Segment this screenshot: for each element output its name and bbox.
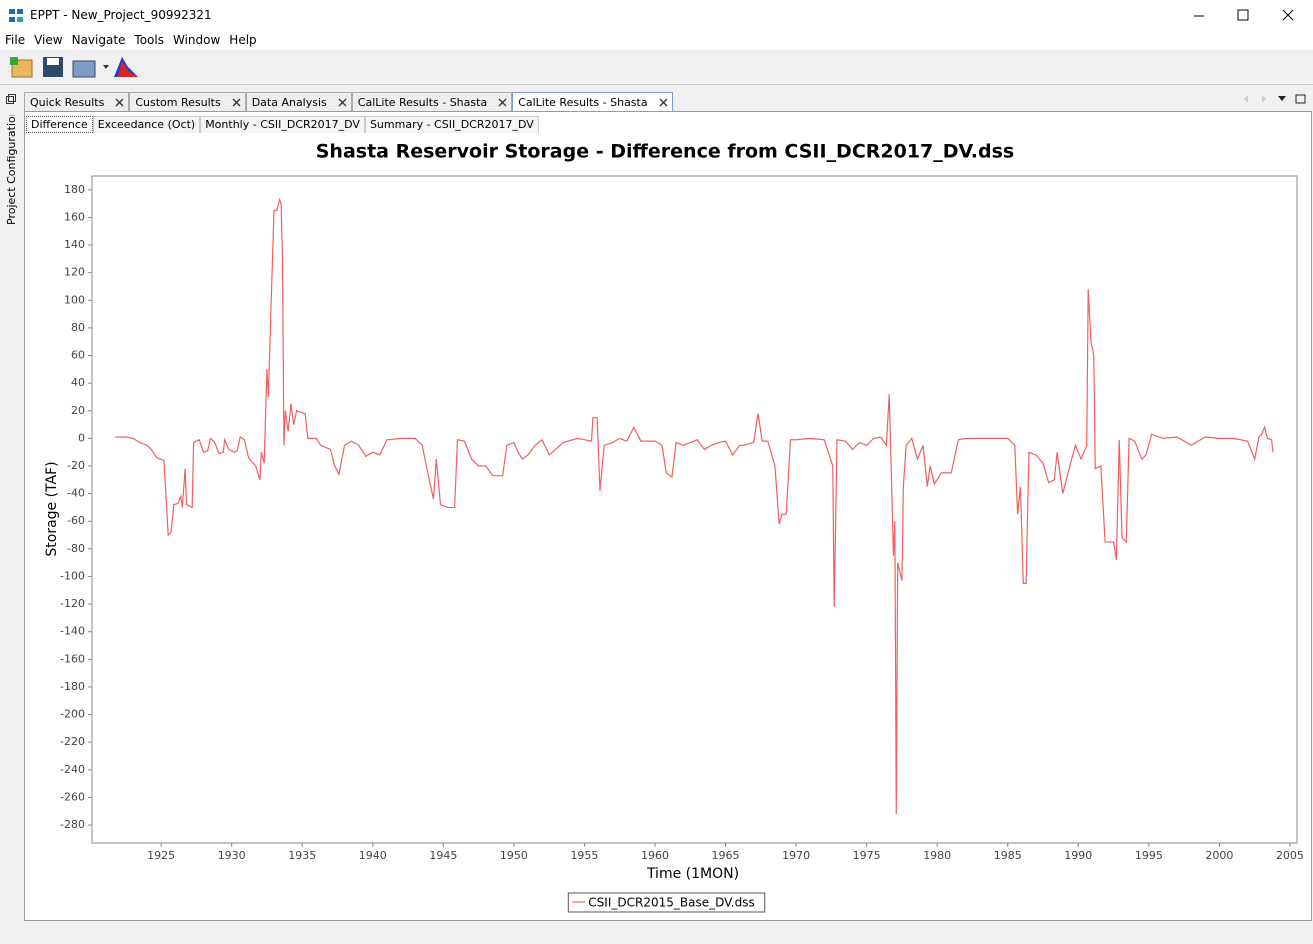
x-tick-label: 1940	[359, 849, 387, 862]
menu-item[interactable]: Navigate	[71, 33, 126, 47]
x-tick-label: 1925	[147, 849, 175, 862]
subtab[interactable]: Exceedance (Oct)	[92, 116, 201, 133]
menu-item[interactable]: Window	[172, 33, 221, 47]
y-tick-label: -20	[67, 459, 85, 472]
content-panel	[24, 111, 1312, 921]
x-tick-label: 1945	[429, 849, 457, 862]
tab-close[interactable]	[115, 98, 124, 107]
x-tick-label: 2000	[1205, 849, 1233, 862]
app-icon	[9, 9, 23, 22]
data-line	[115, 197, 1274, 815]
side-strip: Project Configuration*	[0, 90, 22, 940]
x-axis-label: Time (1MON)	[646, 866, 739, 882]
y-tick-label: -240	[60, 763, 85, 776]
subtab[interactable]: Difference	[26, 116, 93, 133]
y-tick-label: 120	[64, 266, 85, 279]
y-tick-label: -220	[60, 735, 85, 748]
y-tick-label: -200	[60, 708, 85, 721]
y-tick-label: -260	[60, 790, 85, 803]
x-tick-label: 1935	[288, 849, 316, 862]
tab-label: CalLite Results - Shasta	[518, 96, 648, 109]
y-tick-label: -160	[60, 652, 85, 665]
x-tick-label: 1960	[641, 849, 669, 862]
toolbar	[0, 51, 1313, 85]
side-tab-label: Project Configuration*	[5, 115, 18, 225]
tab-close[interactable]	[338, 98, 347, 107]
menu-item[interactable]: Help	[229, 33, 257, 47]
y-tick-label: 100	[64, 293, 85, 306]
tab-close[interactable]	[498, 98, 507, 107]
tab-label: Quick Results	[30, 96, 105, 109]
tab-label: Custom Results	[135, 96, 221, 109]
window-title: EPPT - New_Project_90992321	[30, 8, 212, 22]
x-tick-label: 2005	[1276, 849, 1304, 862]
x-tick-label: 1950	[500, 849, 528, 862]
legend-box	[567, 892, 766, 913]
x-tick-label: 1970	[782, 849, 810, 862]
y-tick-label: -100	[60, 569, 85, 582]
tab[interactable]: Data Analysis	[245, 92, 352, 112]
y-tick-label: 40	[71, 376, 85, 389]
plot-area	[91, 175, 1298, 844]
y-tick-label: -280	[60, 818, 85, 831]
subtab[interactable]: Summary - CSII_DCR2017_DV	[364, 116, 539, 133]
x-tick-label: 1930	[218, 849, 246, 862]
tab-bar: Quick Results Custom Results Data Analysis…	[24, 92, 673, 112]
x-tick-label: 1980	[923, 849, 951, 862]
title-bar: EPPT - New_Project_90992321	[0, 0, 1313, 32]
tab[interactable]: CalLite Results - Shasta	[512, 92, 673, 112]
y-tick-label: 20	[71, 404, 85, 417]
tab[interactable]: CalLite Results - Shasta	[351, 92, 513, 112]
menu-bar: File View Navigate Tools Window Help	[0, 32, 1313, 50]
legend-label: CSII_DCR2015_Base_DV.dss	[588, 896, 754, 910]
y-axis-label: Storage (TAF)	[44, 461, 60, 556]
menu-item[interactable]: Tools	[134, 33, 164, 47]
side-tab[interactable]: Project Configuration*	[2, 115, 20, 230]
x-tick-label: 1990	[1064, 849, 1092, 862]
tab-close[interactable]	[659, 98, 668, 107]
window-controls[interactable]	[1170, 0, 1313, 32]
x-tick-label: 1985	[994, 849, 1022, 862]
y-tick-label: -140	[60, 625, 85, 638]
y-tick-label: 0	[78, 431, 85, 444]
menu-item[interactable]: View	[34, 33, 63, 47]
tab-label: Data Analysis	[251, 96, 327, 109]
toolbar-icons[interactable]	[0, 51, 150, 83]
y-tick-label: -180	[60, 680, 85, 693]
subtab[interactable]: Monthly - CSII_DCR2017_DV	[200, 116, 365, 133]
x-tick-label: 1995	[1135, 849, 1163, 862]
restore-icon[interactable]	[6, 94, 16, 104]
y-tick-label: -120	[60, 597, 85, 610]
tab[interactable]: Quick Results	[24, 92, 130, 112]
y-tick-label: 60	[71, 349, 85, 362]
subtab-bar: Difference Exceedance (Oct) Monthly - CSII…	[26, 116, 539, 133]
y-tick-label: 160	[64, 210, 85, 223]
x-tick-label: 1965	[712, 849, 740, 862]
menu-item[interactable]: File	[5, 33, 26, 47]
x-tick-label: 1955	[570, 849, 598, 862]
chart-title: Shasta Reservoir Storage - Difference fr…	[316, 141, 1015, 163]
tab-close[interactable]	[232, 98, 241, 107]
y-tick-label: 80	[71, 321, 85, 334]
y-tick-label: 180	[64, 183, 85, 196]
y-tick-label: -40	[67, 487, 85, 500]
y-tick-label: -80	[67, 542, 85, 555]
y-tick-label: -60	[67, 514, 85, 527]
y-tick-label: 140	[64, 238, 85, 251]
tab[interactable]: Custom Results	[129, 92, 246, 112]
tab-nav[interactable]	[1240, 92, 1310, 106]
tab-label: CalLite Results - Shasta	[357, 96, 488, 109]
x-tick-label: 1975	[853, 849, 881, 862]
